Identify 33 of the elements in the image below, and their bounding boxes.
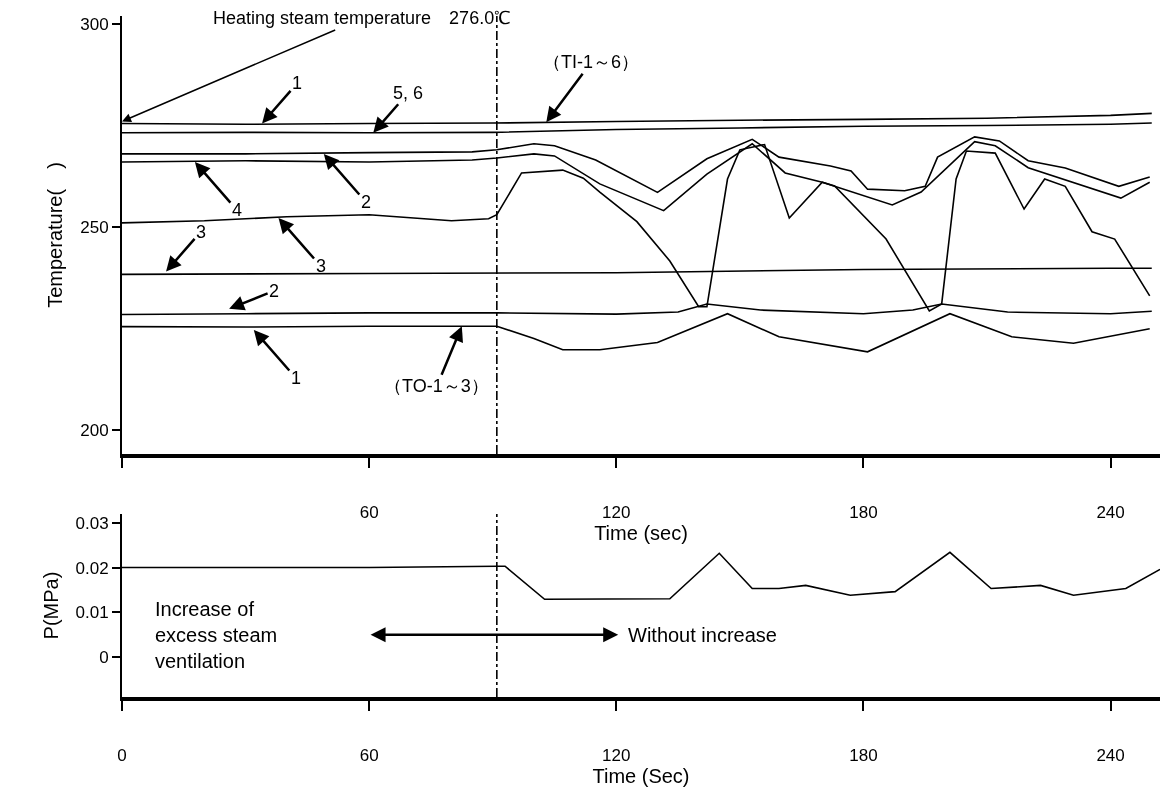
y-tick-label: 0.03 <box>75 513 109 533</box>
x-tick-label: 240 <box>1096 746 1125 766</box>
y-axis-title: P(MPa) <box>39 571 62 640</box>
x-tick-label: 0 <box>117 746 127 766</box>
y-axis-title: Temperature( ) <box>44 162 67 308</box>
y-tick-label: 0.01 <box>75 603 109 623</box>
annotation: Heating steam temperature 276.0℃ <box>213 8 512 28</box>
x-axis-title: Time (sec) <box>594 522 688 545</box>
annotation: 2 <box>269 281 280 301</box>
x-tick-label: 180 <box>849 746 878 766</box>
annotation: （TO-1～3） <box>384 376 489 396</box>
y-tick-label: 300 <box>80 15 109 35</box>
annotation: 3 <box>196 222 207 242</box>
x-axis-title: Time (Sec) <box>592 765 690 788</box>
annotation: Increase of excess steam ventilation <box>155 598 278 672</box>
x-tick-label: 120 <box>602 746 631 766</box>
annotation: Without increase <box>628 624 777 646</box>
annotation: 2 <box>361 192 372 212</box>
y-tick-label: 200 <box>80 420 109 440</box>
x-tick-label: 60 <box>359 503 379 523</box>
y-tick-label: 250 <box>80 217 109 237</box>
x-tick-label: 180 <box>849 503 878 523</box>
annotation: 1 <box>292 73 303 93</box>
annotation: （TI-1～6） <box>543 52 640 72</box>
annotation: 4 <box>232 200 243 220</box>
y-tick-label: 0 <box>99 647 109 667</box>
annotation: 3 <box>316 256 327 276</box>
x-tick-label: 120 <box>602 503 631 523</box>
x-tick-label: 60 <box>359 746 379 766</box>
x-tick-label: 240 <box>1096 503 1125 523</box>
annotation: 1 <box>291 368 302 388</box>
annotation: 5, 6 <box>393 83 424 103</box>
y-tick-label: 0.02 <box>75 558 109 578</box>
